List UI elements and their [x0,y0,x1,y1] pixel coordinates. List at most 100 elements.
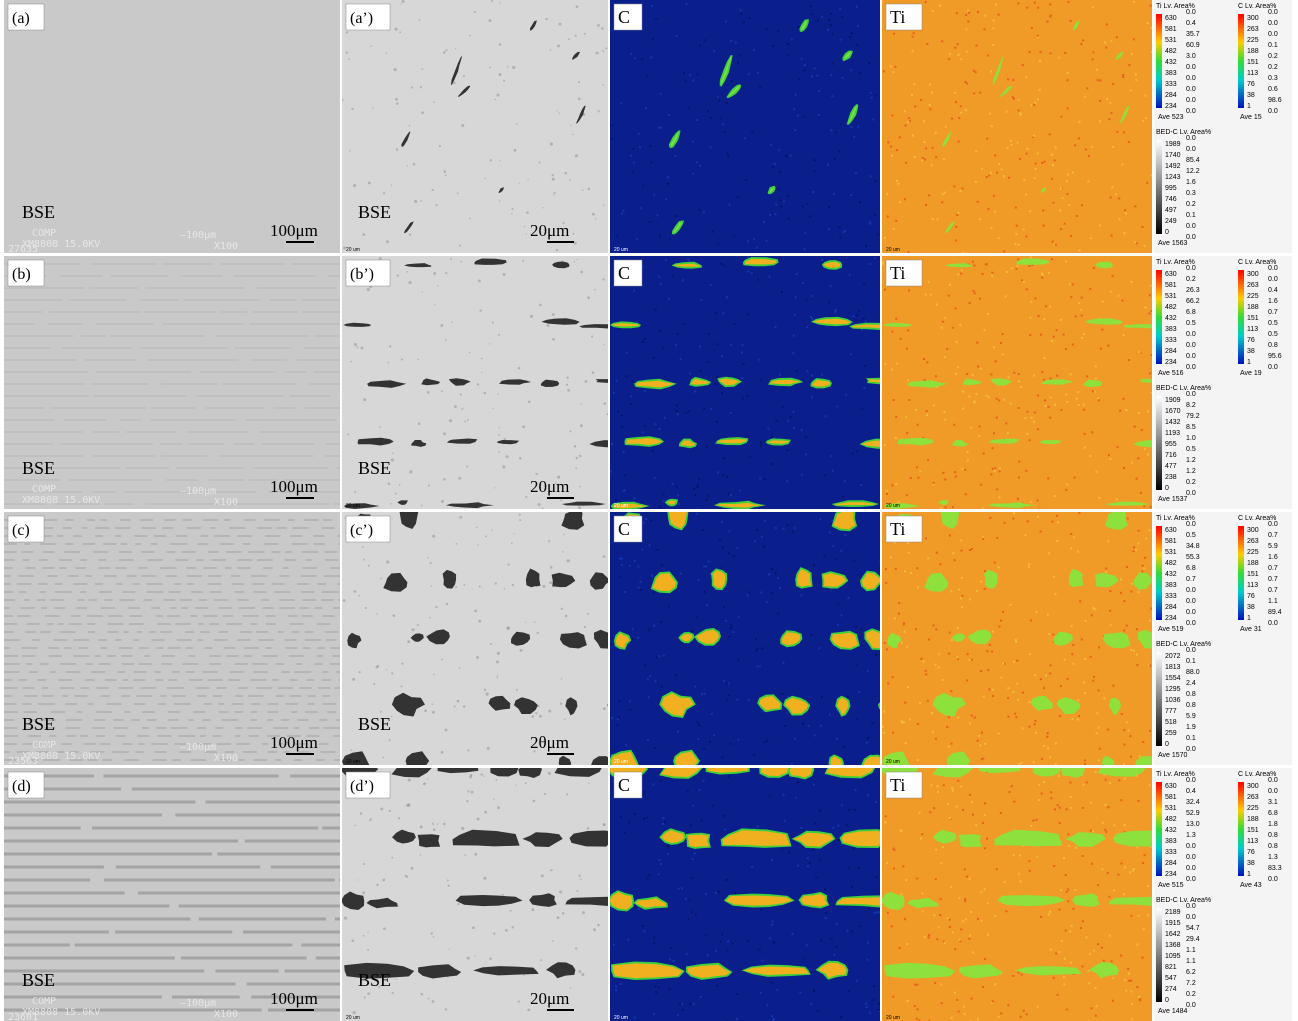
panel-label: C [618,519,630,539]
texture [467,419,469,421]
texture [431,585,433,587]
noise [1018,461,1020,463]
noise [905,742,907,744]
noise [1054,593,1056,595]
carbide [559,756,571,765]
texture [550,869,552,871]
titanium-poor [1138,630,1152,649]
legend-panel-image: Ti Lv. Area%6305815314824323833332842340… [1154,256,1292,509]
noise [658,655,660,657]
noise [760,909,762,911]
noise [1011,785,1013,787]
noise [891,925,893,927]
ti-map-panel: Ti20 um [882,768,1152,1021]
noise [1007,1004,1009,1006]
texture [469,35,471,37]
noise [663,655,665,657]
noise [728,493,730,495]
noise [690,824,692,826]
noise [1084,658,1086,660]
noise [903,721,905,723]
texture [582,911,585,914]
area: 32.4 [1186,799,1200,806]
noise [733,235,735,237]
carbide [400,131,411,148]
instrument-text: X100 [214,1009,238,1020]
noise [1098,497,1100,499]
noise [721,355,723,357]
noise [688,410,690,412]
noise [774,326,776,328]
level: 76 [1247,81,1255,88]
level: 113 [1247,326,1258,333]
noise [1030,501,1032,503]
noise [701,820,703,822]
titanium-poor [1054,632,1073,646]
noise [644,664,646,666]
noise [885,568,887,570]
carbon-rich [728,85,741,97]
noise [747,240,749,242]
texture [507,66,509,68]
area: 0.1 [1186,658,1196,665]
texture [570,125,571,126]
noise [642,184,644,186]
noise [735,42,737,44]
noise [949,535,951,537]
carbide [421,378,440,385]
noise [737,196,739,198]
texture [603,555,606,558]
average: Ave 1563 [1158,240,1188,247]
noise [912,134,914,136]
panel-label: (a) [12,10,30,27]
carbide [450,56,463,86]
noise [1017,259,1019,261]
noise [992,44,994,46]
noise [1083,409,1085,411]
noise [634,1017,636,1019]
noise [698,724,700,726]
level: 531 [1165,37,1177,44]
noise [1033,761,1035,763]
noise [627,939,629,941]
noise [987,902,989,904]
noise [1008,376,1010,378]
noise [659,780,661,782]
level: 113 [1247,70,1258,77]
carbide [546,962,575,978]
noise [1038,315,1040,317]
noise [975,181,977,183]
noise [938,926,940,928]
texture [386,669,387,670]
noise [1138,915,1140,917]
noise [929,811,931,813]
noise [952,506,954,508]
noise [998,14,1000,16]
texture [531,908,534,911]
noise [956,806,958,808]
titanium-poor [1031,696,1053,711]
noise [775,204,777,206]
noise [813,170,815,172]
texture [448,885,450,887]
noise [886,648,888,650]
noise [939,914,941,916]
noise [999,467,1001,469]
noise [1107,806,1109,808]
texture [499,2,500,3]
noise [697,721,699,723]
noise [961,550,963,552]
noise [999,470,1001,472]
noise [757,279,759,281]
noise [874,257,876,259]
texture [603,824,605,826]
noise [797,781,799,783]
noise [1095,365,1097,367]
texture [435,204,437,206]
noise [967,653,969,655]
noise [819,810,821,812]
texture [458,477,461,480]
carbon-rich [794,833,834,847]
noise [1102,301,1104,303]
noise [1093,950,1095,952]
